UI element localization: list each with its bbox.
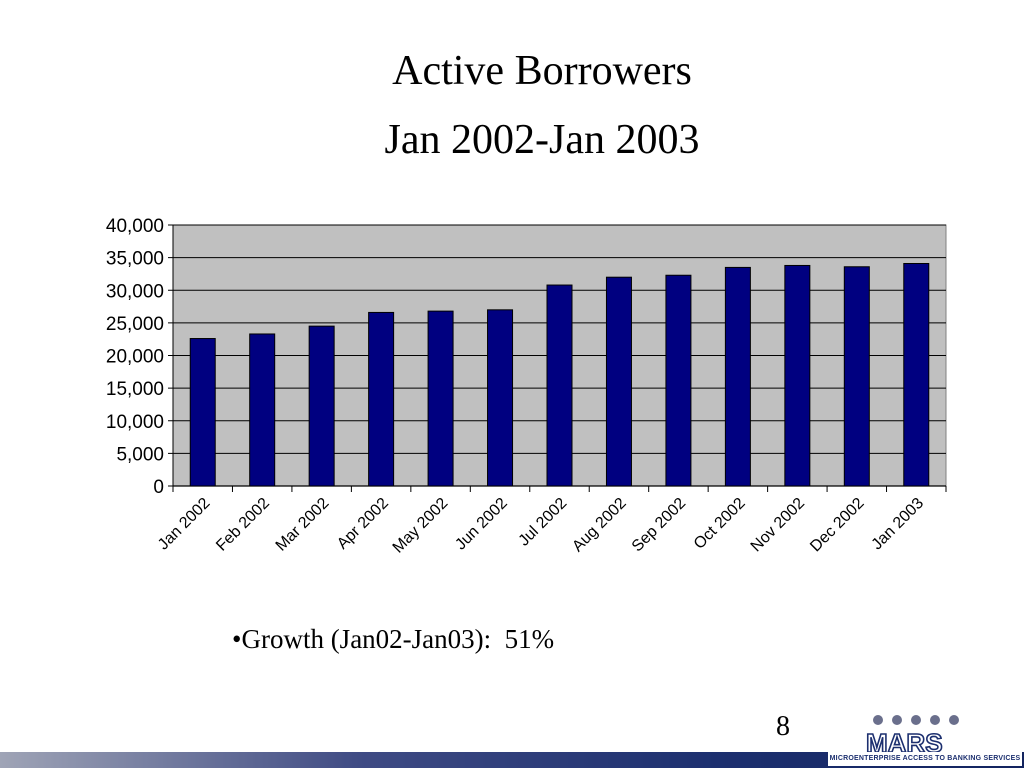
bar [546,284,573,487]
x-tick-label: May 2002 [390,495,452,557]
bar [724,266,751,487]
x-tick-label: Nov 2002 [748,495,809,556]
x-tick-label: Aug 2002 [569,495,630,556]
y-tick-label: 10,000 [106,412,164,433]
y-tick-label: 25,000 [106,314,164,335]
slide-subtitle: Jan 2002-Jan 2003 [384,117,700,163]
bar [308,325,335,487]
x-tick-label: Mar 2002 [273,495,333,555]
bar [487,309,514,487]
y-tick-label: 40,000 [106,216,164,237]
y-tick-label: 30,000 [106,281,164,302]
x-tick-label: Jul 2002 [516,495,571,550]
x-tick-label: Feb 2002 [213,495,273,555]
y-tick-label: 15,000 [106,379,164,400]
growth-bullet: •Growth (Jan02-Jan03): 51% [232,624,555,654]
y-tick-label: 0 [153,477,164,498]
y-tick-label: 5,000 [116,444,164,465]
x-tick-label: Apr 2002 [334,495,392,553]
logo-tagline: MICROENTERPRISE ACCESS TO BANKING SERVIC… [828,752,1022,766]
bar [189,338,216,487]
x-tick-label: Oct 2002 [691,495,749,553]
x-tick-label: Dec 2002 [807,495,868,556]
mars-logo: MARS [865,715,959,756]
bar [249,333,276,487]
x-tick-label: Jan 2003 [869,495,928,554]
y-tick-label: 35,000 [106,249,164,270]
y-tick-label: 20,000 [106,347,164,368]
bar [427,310,454,487]
x-tick-label: Jun 2002 [452,495,511,554]
slide-title: Active Borrowers [392,48,692,94]
x-tick-label: Jan 2002 [155,495,214,554]
page-number: 8 [776,711,790,742]
bar [368,311,395,487]
bar-chart: 0 5,000 10,000 15,000 20,000 25,000 30,000 35,0… [106,216,947,557]
bar [903,262,930,487]
bar [784,264,811,487]
bar [665,274,692,487]
footer-bar [0,752,1024,768]
bar [843,266,870,487]
x-tick-label: Sep 2002 [629,495,690,556]
bar [605,276,632,487]
logo-wordmark: MARS [866,728,943,756]
